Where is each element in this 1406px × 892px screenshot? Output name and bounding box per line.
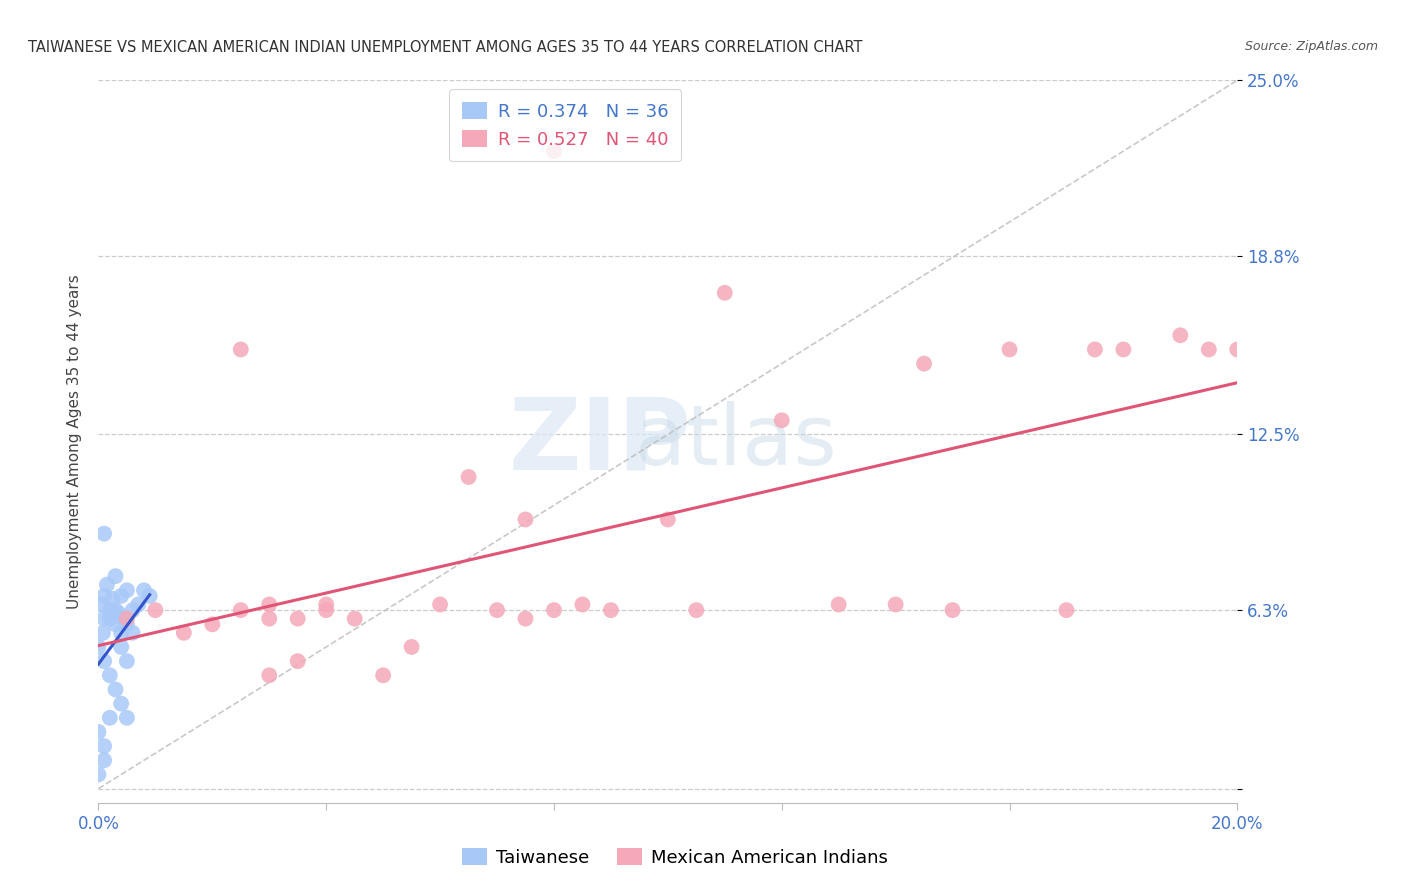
Point <box>884 598 907 612</box>
Point <box>229 343 252 357</box>
Point <box>98 612 121 626</box>
Point <box>1084 343 1107 357</box>
Point <box>942 603 965 617</box>
Point <box>657 512 679 526</box>
Point <box>98 668 121 682</box>
Point <box>259 612 281 626</box>
Point <box>138 589 160 603</box>
Point <box>543 144 565 158</box>
Point <box>110 625 132 640</box>
Point <box>600 603 623 617</box>
Point <box>828 598 851 612</box>
Point <box>87 725 110 739</box>
Point <box>571 598 593 612</box>
Point <box>515 612 537 626</box>
Point <box>912 357 935 371</box>
Point <box>998 343 1021 357</box>
Point <box>104 617 127 632</box>
Legend: R = 0.374   N = 36, R = 0.527   N = 40: R = 0.374 N = 36, R = 0.527 N = 40 <box>450 89 682 161</box>
Point <box>93 654 115 668</box>
Point <box>104 682 127 697</box>
Text: TAIWANESE VS MEXICAN AMERICAN INDIAN UNEMPLOYMENT AMONG AGES 35 TO 44 YEARS CORR: TAIWANESE VS MEXICAN AMERICAN INDIAN UNE… <box>28 40 863 55</box>
Point <box>132 583 155 598</box>
Point <box>1198 343 1220 357</box>
Point <box>107 606 129 620</box>
Point <box>115 617 138 632</box>
Point <box>373 668 395 682</box>
Point <box>93 589 115 603</box>
Point <box>229 603 252 617</box>
Point <box>401 640 423 654</box>
Point <box>486 603 509 617</box>
Point <box>115 711 138 725</box>
Point <box>1226 343 1249 357</box>
Point <box>93 753 115 767</box>
Point <box>173 625 195 640</box>
Point <box>110 640 132 654</box>
Point <box>685 603 707 617</box>
Point <box>90 598 112 612</box>
Point <box>115 612 138 626</box>
Y-axis label: Unemployment Among Ages 35 to 44 years: Unemployment Among Ages 35 to 44 years <box>66 274 82 609</box>
Point <box>91 625 114 640</box>
Point <box>115 654 138 668</box>
Point <box>121 625 143 640</box>
Point <box>259 598 281 612</box>
Point <box>770 413 793 427</box>
Point <box>201 617 224 632</box>
Text: ZIP: ZIP <box>508 393 690 490</box>
Point <box>121 603 143 617</box>
Point <box>429 598 451 612</box>
Point <box>287 654 309 668</box>
Point <box>104 569 127 583</box>
Point <box>1170 328 1192 343</box>
Point <box>343 612 366 626</box>
Point <box>112 612 135 626</box>
Text: atlas: atlas <box>636 401 837 482</box>
Point <box>101 591 124 606</box>
Point <box>115 583 138 598</box>
Point <box>104 603 127 617</box>
Point <box>87 767 110 781</box>
Point <box>98 711 121 725</box>
Point <box>93 526 115 541</box>
Point <box>259 668 281 682</box>
Point <box>714 285 737 300</box>
Point <box>543 603 565 617</box>
Point <box>110 697 132 711</box>
Text: Source: ZipAtlas.com: Source: ZipAtlas.com <box>1244 40 1378 54</box>
Point <box>1112 343 1135 357</box>
Point <box>127 598 149 612</box>
Point <box>145 603 167 617</box>
Point <box>87 640 110 654</box>
Point <box>457 470 479 484</box>
Point <box>93 739 115 753</box>
Point <box>98 603 121 617</box>
Point <box>96 577 118 591</box>
Point <box>110 589 132 603</box>
Point <box>515 512 537 526</box>
Point <box>1056 603 1078 617</box>
Legend: Taiwanese, Mexican American Indians: Taiwanese, Mexican American Indians <box>454 841 896 874</box>
Point <box>315 603 337 617</box>
Point <box>287 612 309 626</box>
Point <box>93 612 115 626</box>
Point <box>315 598 337 612</box>
